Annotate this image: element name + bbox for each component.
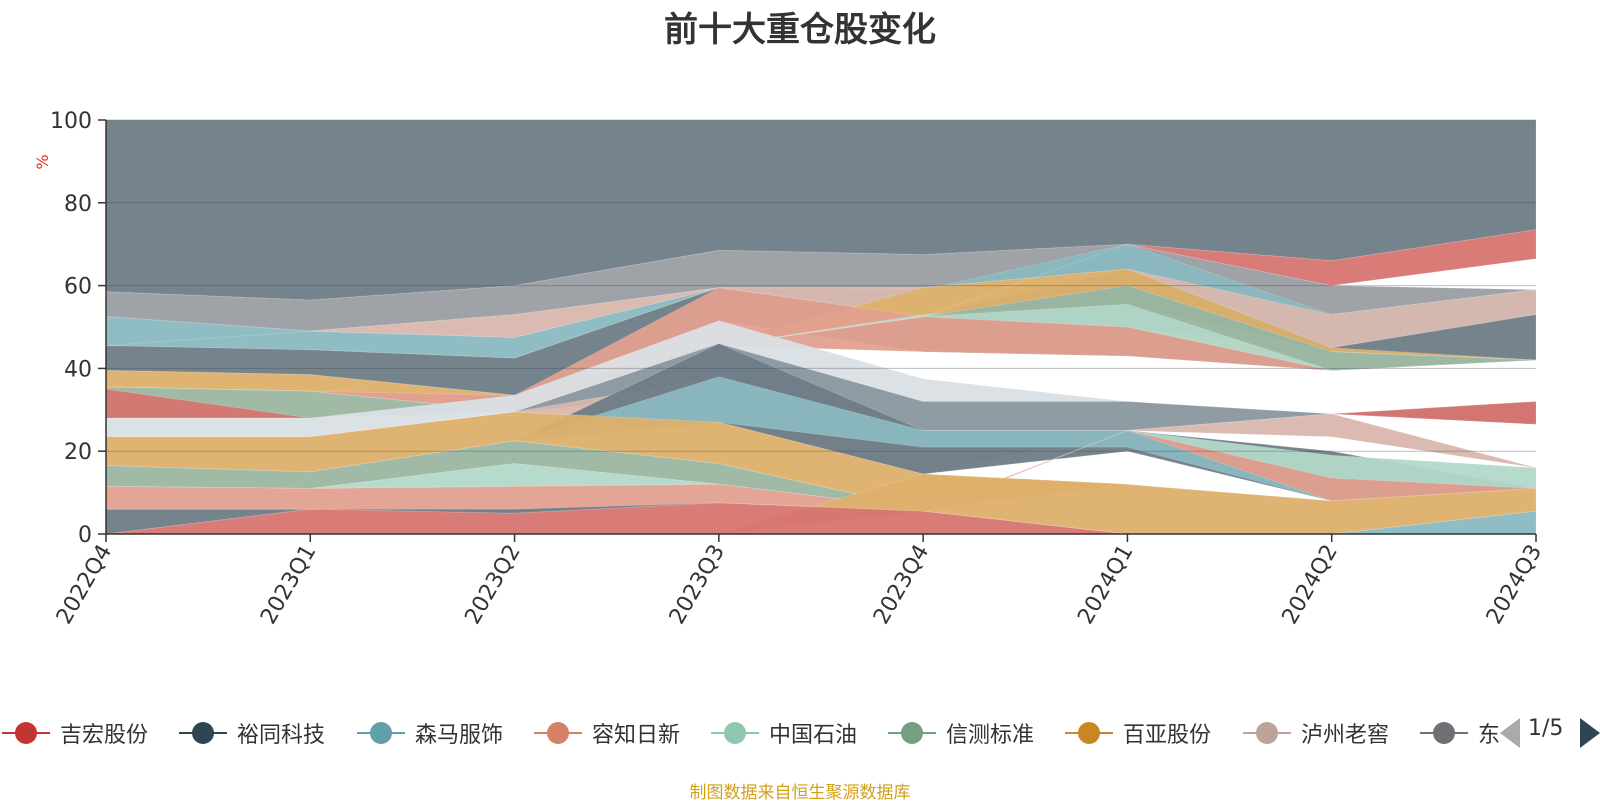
legend-marker-icon — [1420, 722, 1468, 744]
legend-item[interactable]: 中国石油 — [709, 713, 857, 753]
legend-item[interactable]: 裕同科技 — [177, 713, 325, 753]
legend-item[interactable]: 百亚股份 — [1063, 713, 1211, 753]
data-source-note: 制图数据来自恒生聚源数据库 — [689, 783, 911, 803]
legend-item[interactable]: 容知日新 — [532, 713, 680, 753]
x-tick-label: 2024Q1 — [1073, 541, 1138, 629]
x-tick-label: 2023Q2 — [460, 541, 525, 629]
x-tick-label: 2024Q2 — [1278, 541, 1343, 629]
y-tick-label: 100 — [50, 109, 92, 134]
legend-item[interactable]: 东 — [1418, 713, 1500, 753]
area-series-group — [105, 119, 1537, 535]
legend-item-label: 泸州老窖 — [1301, 723, 1390, 748]
legend-item[interactable]: 森马服饰 — [355, 713, 503, 753]
legend-item-label: 中国石油 — [769, 723, 858, 748]
x-tick-label: 2024Q3 — [1482, 541, 1547, 629]
legend-marker-icon — [179, 722, 227, 744]
legend-item-label: 森马服饰 — [415, 723, 504, 748]
legend-marker-icon — [1243, 722, 1291, 744]
legend-item-label: 信测标准 — [946, 723, 1035, 748]
y-tick-label: 40 — [64, 357, 92, 382]
x-tick-label: 2023Q3 — [665, 541, 730, 629]
legend-next-page-icon[interactable] — [1580, 718, 1600, 748]
legend-item-label: 东 — [1478, 723, 1500, 748]
legend-item[interactable]: 信测标准 — [886, 713, 1034, 753]
legend-item-label: 吉宏股份 — [60, 723, 149, 748]
legend-marker-icon — [2, 722, 50, 744]
legend-page-indicator: 1/5 — [1528, 716, 1564, 741]
x-tick-label: 2023Q4 — [869, 541, 934, 629]
y-tick-label: 80 — [64, 192, 92, 217]
chart-title: 前十大重仓股变化 — [664, 10, 936, 50]
y-tick-label: 0 — [78, 523, 92, 548]
y-axis-unit-label: % — [33, 154, 52, 169]
y-tick-label: 60 — [64, 275, 92, 300]
legend-marker-icon — [711, 722, 759, 744]
legend-item-label: 百亚股份 — [1123, 723, 1212, 748]
legend-marker-icon — [888, 722, 936, 744]
legend-prev-page-icon[interactable] — [1500, 718, 1520, 748]
x-tick-label: 2022Q4 — [52, 541, 117, 629]
legend-item[interactable]: 泸州老窖 — [1241, 713, 1389, 753]
chart-legend: 吉宏股份 裕同科技 森马服饰 容知日新 中国石油 信测标准 百亚股份 泸州老窖 东 — [0, 713, 1500, 753]
legend-marker-icon — [357, 722, 405, 744]
stacked-area-chart: 0 20 40 60 80 100% 2022Q4 2023Q1 2023Q2 2023Q3 202… — [33, 109, 1547, 629]
legend-item-label: 容知日新 — [592, 723, 681, 748]
x-tick-label: 2023Q1 — [256, 541, 321, 629]
legend-marker-icon — [1065, 722, 1113, 744]
area-band-4 — [105, 268, 1537, 349]
legend-item-label: 裕同科技 — [237, 723, 326, 748]
legend-marker-icon — [534, 722, 582, 744]
y-tick-label: 20 — [64, 440, 92, 465]
legend-item[interactable]: 吉宏股份 — [0, 713, 148, 753]
legend-pager: 1/5 — [1500, 716, 1600, 752]
